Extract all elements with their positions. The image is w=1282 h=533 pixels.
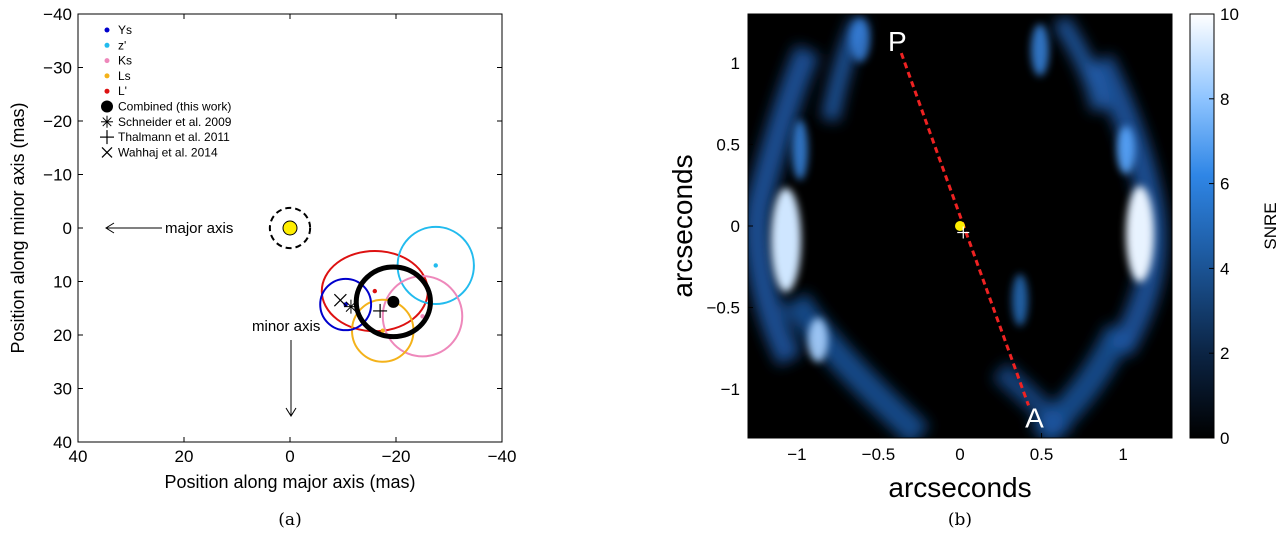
colorbar-label: SNRE (1261, 202, 1280, 249)
panel-a-x-tick-label: −20 (382, 447, 411, 466)
panel-a-y-tick-label: −40 (43, 5, 72, 24)
colorbar (1189, 13, 1215, 439)
point-ls (380, 328, 385, 333)
panel-a-x-tick-label: 40 (69, 447, 88, 466)
point-zp (433, 263, 438, 268)
legend-marker (104, 27, 110, 33)
planet-plus (957, 226, 970, 239)
star-halo (268, 206, 312, 250)
panel-b-overlay: PA (888, 26, 1044, 433)
panel-b-y-tick-label: 0.5 (716, 135, 740, 154)
panel-a-y-axis-label: Position along minor axis (mas) (8, 102, 28, 353)
legend-marker (101, 115, 113, 128)
panel-b-ticks: −1 −0.5 0 0.5 1 1 0.5 0 −0.5 −1 (706, 54, 1127, 464)
point-ks (420, 314, 425, 319)
panel-b-y-tick-label: 0 (731, 217, 740, 236)
snre-heatmap (748, 15, 1167, 438)
panel-b-x-axis-label: arcseconds (888, 472, 1031, 503)
panel-b-y-axis-label: arcseconds (667, 154, 698, 297)
error-ellipse-combined (353, 264, 433, 340)
panel-b-caption: (b) (948, 510, 972, 530)
panel-a-x-tick-label: 0 (285, 447, 294, 466)
panel-b-y-tick-label: −0.5 (706, 299, 740, 318)
panel-b-x-tick-label: 1 (1118, 445, 1127, 464)
panel-b-x-tick-label: 0.5 (1030, 445, 1054, 464)
panel-a-y-tick-label: 10 (53, 273, 72, 292)
panel-a-x-tick-label: −40 (488, 447, 517, 466)
colorbar-tick-label: 8 (1220, 90, 1229, 109)
panel-a-y-tick-label: −10 (43, 166, 72, 185)
legend-label: Schneider et al. 2009 (118, 115, 232, 129)
colorbar-tick-label: 6 (1220, 175, 1229, 194)
panel-b-y-tick-label: −1 (721, 380, 740, 399)
heatmap-glow (748, 15, 1167, 438)
legend-label: z' (118, 38, 126, 52)
colorbar-tick-label: 2 (1220, 344, 1229, 363)
panel-b-x-tick-label: −0.5 (862, 445, 896, 464)
point-lp (372, 288, 377, 294)
major-axis-label: major axis (165, 220, 233, 237)
legend-marker (104, 88, 110, 94)
legend-label: Wahhaj et al. 2014 (118, 145, 218, 159)
legend-marker (101, 100, 113, 113)
panel-a-y-tick-label: −20 (43, 112, 72, 131)
panel-a-y-tick-label: −30 (43, 59, 72, 78)
minor-axis-arrowhead (285, 407, 297, 417)
panel-a-data (268, 206, 475, 363)
point-ys (343, 302, 348, 307)
panel-a-x-axis-label: Position along major axis (mas) (164, 472, 415, 492)
legend-label: Ls (118, 69, 131, 83)
colorbar-tick-label: 4 (1220, 259, 1229, 278)
panel-a-y-tick-label: 0 (63, 219, 72, 238)
legend-marker (104, 42, 110, 48)
legend-marker (100, 130, 114, 145)
legend-label: Thalmann et al. 2011 (118, 130, 230, 144)
panel-a-y-tick-label: 30 (53, 380, 72, 399)
point-combined (387, 295, 400, 308)
legend-label: Ys (118, 23, 132, 37)
panel-a-caption: (a) (278, 510, 301, 530)
panel-b-x-tick-label: −1 (787, 445, 806, 464)
error-ellipse-ys (319, 277, 373, 332)
legend-label: L' (118, 84, 127, 98)
panel-b-y-tick-label: 1 (731, 54, 740, 73)
panel-a-y-tick-label: 40 (53, 433, 72, 452)
colorbar-tick-label: 0 (1220, 429, 1229, 448)
colorbar-ticks: 0 2 4 6 8 10 (1209, 5, 1239, 448)
panel-b-x-tick-label: 0 (955, 445, 964, 464)
marker-thalmann-2011 (373, 303, 388, 318)
point-label-p: P (888, 26, 907, 57)
error-ellipse-ks (381, 275, 464, 358)
trajectory-line (899, 52, 1030, 406)
marker-schneider-2009 (343, 299, 358, 314)
point-label-a: A (1025, 402, 1044, 433)
panel-a-ticks: 40 20 0 −20 −40 −40 −30 −20 −10 0 10 20 30 40 (43, 5, 516, 466)
colorbar-tick-label: 10 (1220, 5, 1239, 24)
heatmap-core (771, 18, 1154, 362)
legend-marker (101, 146, 113, 158)
legend-label: Ks (118, 54, 132, 68)
panel-b: −1 −0.5 0 0.5 110.50−0.5−1 PA arcseconds arc… (667, 5, 1280, 530)
planet-dot (955, 221, 965, 231)
legend-marker (104, 58, 110, 64)
star-marker (282, 220, 298, 236)
panel-a-x-tick-label: 20 (175, 447, 194, 466)
panel-a-y-tick-label: 20 (53, 326, 72, 345)
minor-axis-label: minor axis (252, 318, 320, 335)
major-axis-arrowhead (105, 222, 115, 234)
marker-wahhaj-2014 (333, 293, 347, 307)
legend-label: Combined (this work) (118, 100, 231, 114)
legend-marker (104, 73, 110, 79)
